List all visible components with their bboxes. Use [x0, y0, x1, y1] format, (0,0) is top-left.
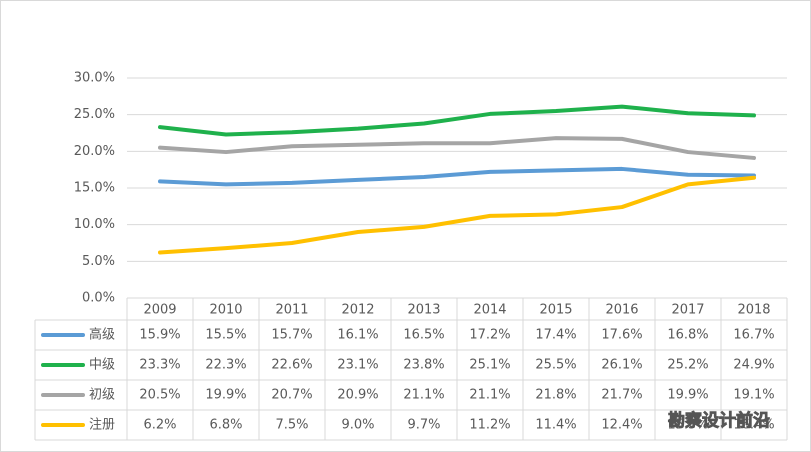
x-tick-label: 2016: [605, 303, 638, 318]
table-value: 26.1%: [601, 358, 642, 373]
table-value: 19.9%: [667, 388, 708, 403]
table-value: 23.1%: [337, 358, 378, 373]
table-value: 22.3%: [205, 358, 246, 373]
table-value: 15.5%: [667, 418, 708, 433]
y-tick-label: 25.0%: [74, 107, 115, 122]
table-value: 21.1%: [469, 388, 510, 403]
table-value: 6.2%: [143, 418, 176, 433]
table-value: 15.7%: [271, 328, 312, 343]
watermark: 勘察设计前沿: [668, 410, 770, 431]
table-value: 16.5%: [403, 328, 444, 343]
x-tick-label: 2010: [209, 303, 242, 318]
table-value: 20.7%: [271, 388, 312, 403]
table-value: 11.4%: [535, 418, 576, 433]
table-value: 16.4%: [733, 418, 774, 433]
table-value: 19.9%: [205, 388, 246, 403]
table-value: 23.8%: [403, 358, 444, 373]
table-value: 24.9%: [733, 358, 774, 373]
table-value: 16.7%: [733, 328, 774, 343]
x-tick-label: 2017: [671, 303, 704, 318]
table-value: 22.6%: [271, 358, 312, 373]
x-tick-label: 2014: [473, 303, 506, 318]
table-value: 15.5%: [205, 328, 246, 343]
legend-label: 初级: [89, 388, 115, 403]
legend-label: 高级: [89, 327, 115, 343]
x-tick-label: 2013: [407, 303, 440, 318]
table-value: 25.1%: [469, 358, 510, 373]
series-line: [158, 175, 756, 255]
table-value: 17.2%: [469, 328, 510, 343]
x-tick-label: 2015: [539, 303, 572, 318]
y-tick-label: 10.0%: [74, 217, 115, 232]
x-tick-label: 2011: [275, 303, 308, 318]
table-value: 17.4%: [535, 328, 576, 343]
y-tick-label: 5.0%: [82, 254, 115, 269]
table-value: 7.5%: [275, 418, 308, 433]
table-value: 21.1%: [403, 388, 444, 403]
table-value: 25.5%: [535, 358, 576, 373]
table-value: 20.9%: [337, 388, 378, 403]
table-value: 12.4%: [601, 418, 642, 433]
x-tick-label: 2009: [143, 303, 176, 318]
table-value: 9.0%: [341, 418, 374, 433]
table-value: 6.8%: [209, 418, 242, 433]
table-value: 16.8%: [667, 328, 708, 343]
series-line: [158, 136, 756, 160]
table-value: 21.8%: [535, 388, 576, 403]
legend-label: 中级: [89, 358, 115, 373]
table-value: 11.2%: [469, 418, 510, 433]
x-tick-label: 2012: [341, 303, 374, 318]
table-value: 21.7%: [601, 388, 642, 403]
y-tick-label: 0.0%: [82, 291, 115, 306]
table-value: 19.1%: [733, 388, 774, 403]
table-value: 15.9%: [139, 328, 180, 343]
table-value: 9.7%: [407, 418, 440, 433]
table-value: 16.1%: [337, 328, 378, 343]
series-line: [158, 104, 756, 137]
legend-label: 注册: [89, 418, 115, 433]
y-tick-label: 30.0%: [74, 71, 115, 86]
y-tick-label: 15.0%: [74, 181, 115, 196]
table-value: 23.3%: [139, 358, 180, 373]
y-tick-label: 20.0%: [74, 144, 115, 159]
table-value: 20.5%: [139, 388, 180, 403]
table-value: 17.6%: [601, 328, 642, 343]
table-value: 25.2%: [667, 358, 708, 373]
x-tick-label: 2018: [737, 303, 770, 318]
series-line: [158, 166, 756, 187]
